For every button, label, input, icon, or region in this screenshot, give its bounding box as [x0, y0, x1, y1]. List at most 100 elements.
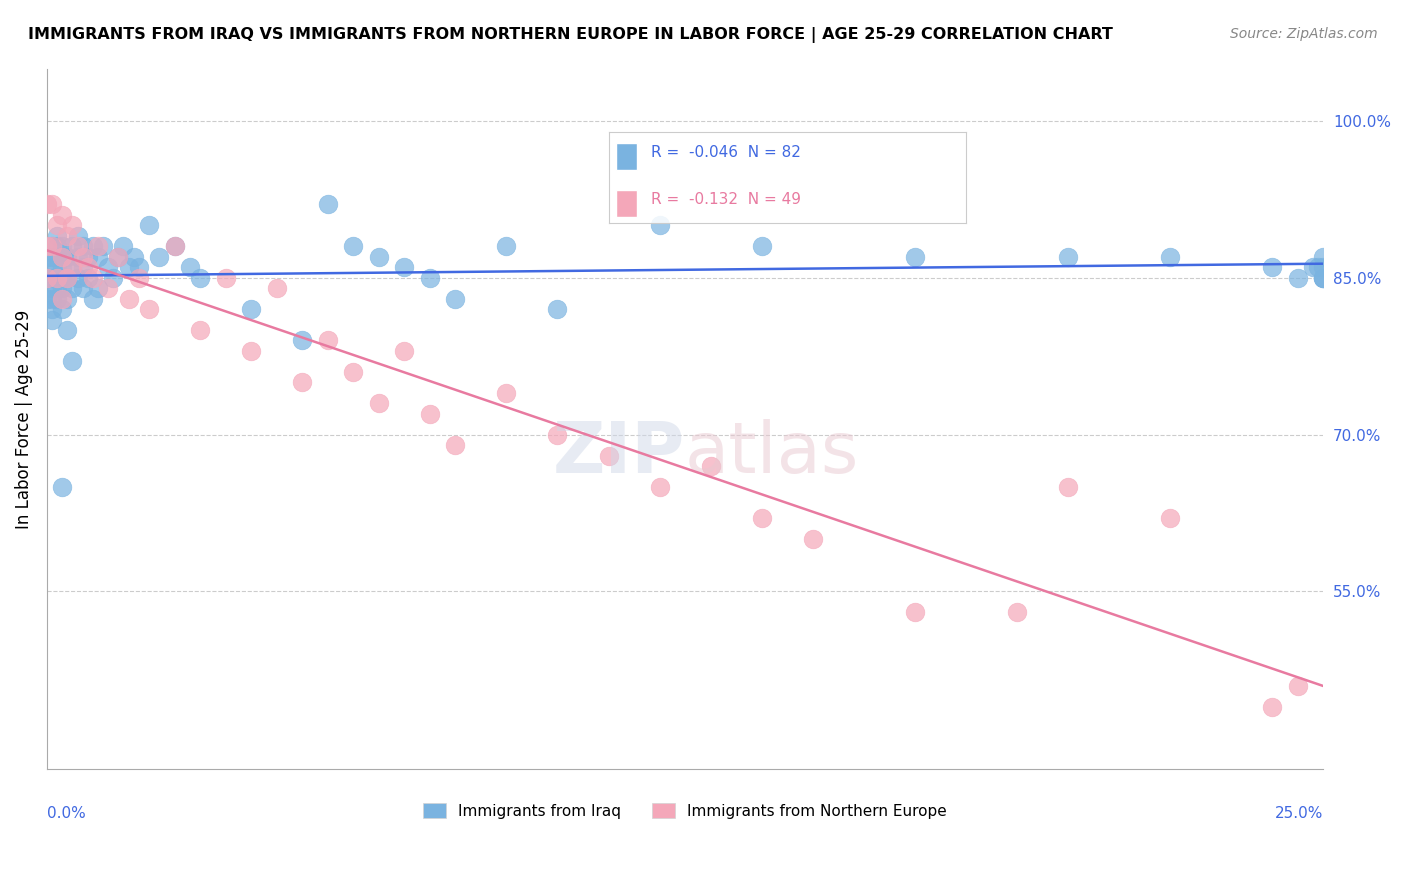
Point	[62, 239, 84, 253]
Point	[35, 250, 58, 264]
Point	[240, 343, 263, 358]
Point	[82, 270, 104, 285]
Point	[46, 281, 69, 295]
Point	[648, 219, 671, 233]
Point	[62, 260, 84, 275]
Point	[87, 250, 110, 264]
Point	[41, 292, 63, 306]
Point	[82, 239, 104, 253]
Point	[51, 208, 73, 222]
Point	[179, 260, 201, 275]
Text: 25.0%: 25.0%	[1275, 805, 1323, 821]
Point	[62, 281, 84, 295]
Point	[801, 532, 824, 546]
Point	[35, 292, 58, 306]
Point	[1159, 511, 1181, 525]
Point	[46, 239, 69, 253]
Point	[546, 302, 568, 317]
Point	[51, 292, 73, 306]
Point	[35, 239, 58, 253]
Y-axis label: In Labor Force | Age 25-29: In Labor Force | Age 25-29	[15, 310, 32, 529]
Legend: Immigrants from Iraq, Immigrants from Northern Europe: Immigrants from Iraq, Immigrants from No…	[418, 797, 953, 825]
Point	[1308, 260, 1330, 275]
Point	[41, 239, 63, 253]
Point	[316, 334, 339, 348]
Point	[66, 270, 89, 285]
Point	[35, 270, 58, 285]
Point	[1312, 250, 1334, 264]
Point	[598, 449, 620, 463]
Point	[1312, 270, 1334, 285]
Point	[367, 250, 389, 264]
Point	[188, 323, 211, 337]
Point	[419, 270, 441, 285]
Point	[72, 260, 94, 275]
Point	[266, 281, 288, 295]
Point	[495, 239, 517, 253]
Point	[1005, 606, 1028, 620]
Point	[107, 250, 129, 264]
Point	[56, 292, 79, 306]
Point	[367, 396, 389, 410]
Point	[117, 260, 139, 275]
Point	[35, 270, 58, 285]
Point	[46, 250, 69, 264]
Point	[419, 407, 441, 421]
Point	[163, 239, 186, 253]
Point	[51, 239, 73, 253]
Point	[82, 292, 104, 306]
Point	[46, 270, 69, 285]
Text: 0.0%: 0.0%	[46, 805, 86, 821]
Point	[41, 302, 63, 317]
Point	[46, 228, 69, 243]
Point	[291, 376, 314, 390]
Point	[41, 239, 63, 253]
Point	[699, 458, 721, 473]
Point	[46, 292, 69, 306]
Point	[648, 480, 671, 494]
Point	[41, 281, 63, 295]
Point	[112, 239, 135, 253]
Point	[46, 219, 69, 233]
Point	[1312, 260, 1334, 275]
Point	[66, 250, 89, 264]
Point	[1302, 260, 1324, 275]
Point	[904, 606, 927, 620]
Point	[51, 480, 73, 494]
Point	[163, 239, 186, 253]
Point	[41, 197, 63, 211]
Point	[240, 302, 263, 317]
Point	[342, 239, 364, 253]
Point	[751, 239, 773, 253]
Point	[97, 260, 120, 275]
Point	[316, 197, 339, 211]
Point	[1159, 250, 1181, 264]
Point	[62, 354, 84, 368]
Point	[128, 260, 150, 275]
Point	[495, 385, 517, 400]
Point	[444, 292, 467, 306]
Point	[41, 250, 63, 264]
Point	[87, 281, 110, 295]
Point	[51, 270, 73, 285]
Point	[546, 427, 568, 442]
Point	[72, 239, 94, 253]
Point	[97, 281, 120, 295]
Point	[188, 270, 211, 285]
Point	[291, 334, 314, 348]
Point	[46, 260, 69, 275]
Point	[1312, 270, 1334, 285]
Point	[46, 270, 69, 285]
Point	[56, 250, 79, 264]
Point	[148, 250, 170, 264]
Point	[91, 239, 114, 253]
Point	[1057, 480, 1080, 494]
Point	[56, 323, 79, 337]
Point	[751, 511, 773, 525]
Point	[1286, 679, 1309, 693]
Point	[51, 250, 73, 264]
Point	[122, 250, 145, 264]
Point	[107, 250, 129, 264]
Point	[66, 228, 89, 243]
Point	[342, 365, 364, 379]
